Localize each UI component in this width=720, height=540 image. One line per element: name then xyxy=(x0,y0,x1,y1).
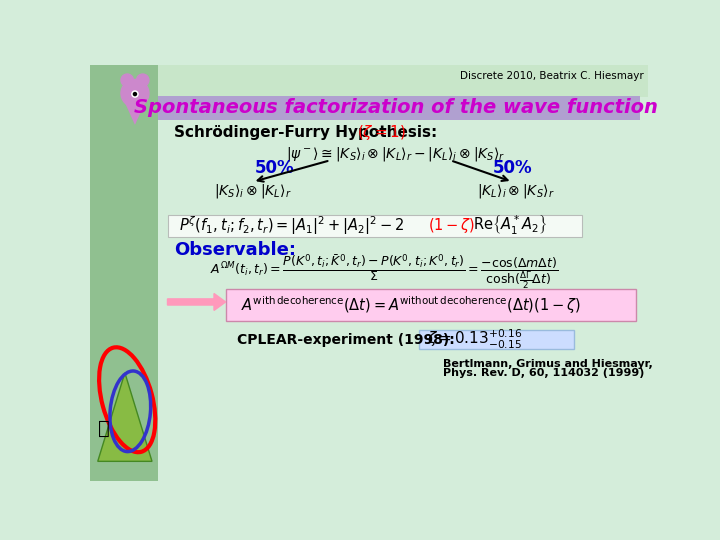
Text: Spontaneous factorization of the wave function: Spontaneous factorization of the wave fu… xyxy=(134,98,658,117)
Text: $|K_L\rangle_i \otimes|K_S\rangle_r$: $|K_L\rangle_i \otimes|K_S\rangle_r$ xyxy=(477,182,555,200)
Text: $(1-\zeta)$: $(1-\zeta)$ xyxy=(428,216,475,235)
Text: Discrete 2010, Beatrix C. Hiesmayr: Discrete 2010, Beatrix C. Hiesmayr xyxy=(460,71,644,81)
Text: Schrödinger-Furry Hypothesis:: Schrödinger-Furry Hypothesis: xyxy=(174,125,437,140)
Text: $|K_S\rangle_i \otimes|K_L\rangle_r$: $|K_S\rangle_i \otimes|K_L\rangle_r$ xyxy=(214,182,292,200)
Text: Observable:: Observable: xyxy=(174,241,296,259)
Polygon shape xyxy=(121,94,149,125)
Circle shape xyxy=(137,74,149,86)
Text: Bertlmann, Grimus and Hiesmayr,: Bertlmann, Grimus and Hiesmayr, xyxy=(443,359,652,369)
Circle shape xyxy=(133,92,137,96)
Text: $A^{\mathrm{with\,decoherence}}(\Delta t) = A^{\mathrm{without\,decoherence}}(\D: $A^{\mathrm{with\,decoherence}}(\Delta t… xyxy=(241,294,581,316)
Polygon shape xyxy=(168,294,225,310)
Text: $A^{\Omega M}(t_i,t_r) = \dfrac{P(K^0,t_i;\bar{K}^0,t_r)-P(K^0,t_i;K^0,t_r)}{\Si: $A^{\Omega M}(t_i,t_r) = \dfrac{P(K^0,t_… xyxy=(210,252,559,291)
Bar xyxy=(158,65,648,97)
Text: Phys. Rev. D, 60, 114032 (1999): Phys. Rev. D, 60, 114032 (1999) xyxy=(443,368,644,378)
Text: $(\zeta = 1)$: $(\zeta = 1)$ xyxy=(357,123,407,142)
Circle shape xyxy=(121,79,149,107)
Text: $\mathrm{Re}\left\{A_1^* A_2\right\}$: $\mathrm{Re}\left\{A_1^* A_2\right\}$ xyxy=(473,214,547,238)
Text: $P^\zeta(f_1,t_i;f_2,t_r) = |A_1|^2 + |A_2|^2 - 2$: $P^\zeta(f_1,t_i;f_2,t_r) = |A_1|^2 + |A… xyxy=(179,214,405,237)
Circle shape xyxy=(132,91,138,97)
Text: 👥: 👥 xyxy=(98,420,109,438)
Text: 50%: 50% xyxy=(255,159,294,177)
Circle shape xyxy=(121,74,133,86)
Polygon shape xyxy=(98,373,152,461)
Text: $|\psi^-\rangle \cong |K_S\rangle_i \otimes|K_L\rangle_r - |K_L\rangle_i \otimes: $|\psi^-\rangle \cong |K_S\rangle_i \oti… xyxy=(287,145,506,163)
Bar xyxy=(168,215,582,237)
Bar xyxy=(90,65,158,481)
Text: $\zeta = 0.13^{+0.16}_{-0.15}$: $\zeta = 0.13^{+0.16}_{-0.15}$ xyxy=(427,328,522,352)
Bar xyxy=(158,96,640,120)
Bar xyxy=(225,289,636,321)
Bar xyxy=(419,330,575,349)
Text: 50%: 50% xyxy=(492,159,532,177)
Text: CPLEAR-experiment (1998):: CPLEAR-experiment (1998): xyxy=(238,333,455,347)
